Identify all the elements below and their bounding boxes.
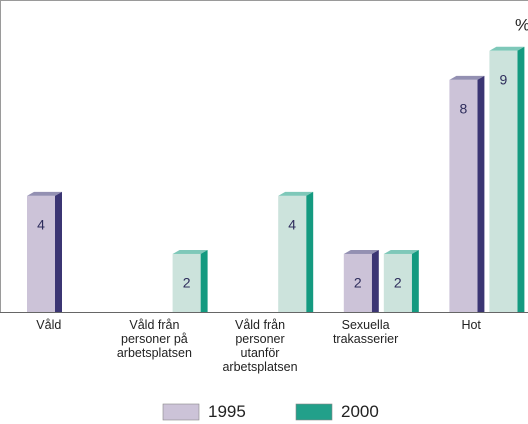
data-label: 8 [460, 101, 468, 117]
bar [172, 249, 208, 312]
bar [27, 191, 62, 312]
bar-front [27, 195, 55, 312]
legend-label: 1995 [208, 402, 246, 421]
bar-side [55, 191, 62, 312]
x-tick-label: Sexuella trakasserier [332, 318, 399, 346]
bar-top [278, 191, 314, 196]
bar-front [278, 195, 307, 312]
data-label: 9 [500, 71, 508, 87]
bar-top [172, 249, 208, 254]
bar-front [343, 253, 372, 312]
legend-swatch [295, 403, 333, 421]
data-label: 2 [394, 275, 402, 291]
x-tick-label: Våld [36, 318, 62, 332]
data-label: 4 [37, 217, 45, 233]
x-tick-label: Våld från personer på arbetsplatsen [116, 318, 192, 360]
bar [489, 46, 525, 312]
bar-top [343, 249, 379, 254]
legend-swatch [162, 403, 200, 421]
bar-top [449, 75, 485, 80]
x-tick-label: Våld från personer utanför arbetsplatsen [222, 318, 298, 374]
bar [383, 249, 419, 312]
bar [449, 75, 485, 312]
data-label: 2 [183, 275, 191, 291]
bar [343, 249, 379, 312]
x-tick-label: Hot [461, 318, 481, 332]
bar-top [383, 249, 419, 254]
bar-front [172, 253, 201, 312]
bar-top [27, 191, 62, 196]
bar-top [489, 46, 525, 51]
bar [278, 191, 314, 312]
bar-front [489, 50, 518, 312]
data-label: 4 [288, 217, 296, 233]
bar-side [371, 249, 379, 312]
frame [0, 0, 528, 312]
bar-front [383, 253, 412, 312]
data-label: 2 [354, 275, 362, 291]
bar-side [306, 191, 314, 312]
bar-front [449, 79, 478, 312]
bar-side [517, 46, 525, 312]
bar-side [477, 75, 485, 312]
bar-side [411, 249, 419, 312]
unit-label: % [515, 15, 528, 34]
bar-side [200, 249, 208, 312]
legend-label: 2000 [341, 402, 379, 421]
